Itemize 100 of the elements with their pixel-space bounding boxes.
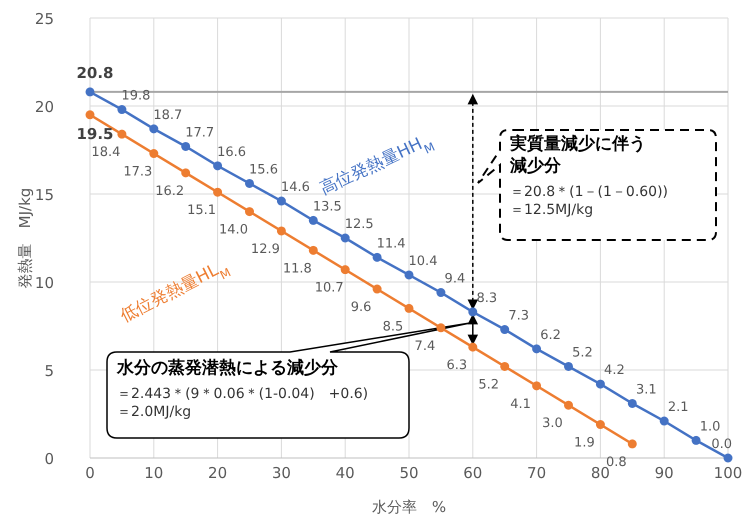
x-tick-label: 10 (144, 464, 164, 482)
point (340, 265, 350, 274)
data-label: 10.4 (408, 254, 438, 269)
point (596, 420, 605, 430)
x-tick-label: 70 (527, 464, 546, 482)
data-label: 9.4 (444, 272, 466, 287)
y-tick-label: 25 (34, 10, 54, 28)
point (245, 207, 254, 216)
data-label: 3.1 (636, 382, 657, 398)
data-label: 5.2 (572, 345, 593, 360)
data-label: 19.5 (76, 124, 114, 143)
point (468, 342, 478, 352)
point (308, 216, 318, 225)
data-label: 18.4 (91, 145, 120, 160)
data-label: 16.6 (217, 144, 246, 160)
annotation: 実質量減少に伴う減少分 (510, 133, 647, 177)
point (724, 454, 732, 462)
point (213, 161, 222, 170)
point (500, 362, 510, 371)
data-label: 9.6 (350, 300, 372, 316)
x-tick-label: 20 (208, 464, 228, 482)
point (692, 436, 701, 445)
y-tick-label: 20 (34, 98, 54, 116)
point (117, 130, 126, 139)
data-label: 19.8 (121, 88, 150, 104)
data-label: 3.0 (542, 416, 563, 432)
point (404, 304, 414, 313)
data-label: 4.2 (604, 363, 625, 378)
point (436, 288, 446, 298)
data-label: 2.1 (668, 400, 689, 416)
point (213, 188, 222, 197)
data-label: 1.9 (574, 436, 595, 451)
point (340, 234, 350, 242)
data-label: 10.7 (314, 280, 344, 296)
point (149, 149, 158, 158)
x-tick-label: 50 (399, 464, 419, 482)
data-label: 5.2 (478, 377, 500, 392)
point (372, 284, 382, 294)
x-axis-title: 水分率 % (372, 498, 446, 516)
data-label: 14.6 (280, 180, 310, 196)
data-label: 13.5 (312, 199, 342, 214)
point (181, 168, 190, 178)
y-axis-title: 発熱量 MJ/kg (16, 188, 34, 288)
point (372, 252, 382, 262)
data-label: 15.6 (249, 162, 278, 178)
point (596, 380, 605, 389)
point (245, 178, 254, 188)
point (86, 110, 94, 120)
point (468, 307, 478, 316)
point (308, 246, 318, 255)
point (660, 416, 669, 426)
data-label: 6.3 (446, 358, 468, 374)
point (149, 124, 158, 134)
data-label: 16.2 (155, 184, 184, 199)
x-tick-label: 40 (336, 464, 355, 482)
annotation: ＝12.5MJ/kg (510, 201, 594, 219)
data-label: 11.8 (282, 261, 312, 276)
data-label: 1.0 (700, 419, 720, 434)
x-tick-label: 30 (272, 464, 291, 482)
point (628, 398, 637, 408)
data-label: 7.3 (508, 308, 530, 324)
x-tick-label: 90 (654, 464, 674, 482)
data-label: 6.2 (540, 328, 561, 343)
data-label: 4.1 (510, 396, 531, 412)
point (404, 270, 414, 280)
y-tick-label: 15 (34, 186, 54, 204)
data-label: 14.0 (219, 222, 248, 238)
point (86, 87, 94, 96)
point (532, 344, 542, 354)
annotation: ＝2.0MJ/kg (117, 403, 192, 421)
data-label: 15.1 (187, 203, 216, 218)
x-tick-label: 60 (463, 464, 482, 482)
point (500, 325, 510, 334)
point (276, 196, 286, 206)
data-label: 17.7 (185, 125, 214, 140)
x-tick-label: 0 (85, 464, 95, 482)
point (564, 362, 573, 371)
x-tick-label: 100 (714, 464, 742, 482)
y-tick-label: 10 (34, 274, 54, 292)
data-label: 18.7 (153, 108, 182, 123)
annotation: 水分の蒸発潜熱による減少分 (117, 357, 339, 379)
point (181, 142, 190, 151)
point (436, 323, 446, 332)
data-label: 12.5 (344, 217, 374, 232)
data-label: 8.3 (476, 290, 498, 306)
annotation: ＝2.443＊(9＊0.06＊(1-0.04) +0.6) (117, 385, 370, 403)
y-tick-label: 0 (44, 450, 54, 468)
data-label: 11.4 (376, 236, 406, 252)
data-label: 7.4 (414, 338, 436, 354)
point (532, 381, 542, 390)
y-tick-label: 5 (44, 362, 54, 380)
point (564, 400, 573, 410)
data-label: 0.0 (711, 437, 732, 452)
data-label: 17.3 (123, 164, 152, 180)
data-label: 8.5 (382, 319, 404, 334)
point (276, 226, 286, 236)
point (117, 105, 126, 114)
annotation: ＝20.8＊(1－(1－0.60)) (510, 183, 670, 201)
point (628, 439, 637, 448)
data-label: 20.8 (76, 64, 114, 82)
